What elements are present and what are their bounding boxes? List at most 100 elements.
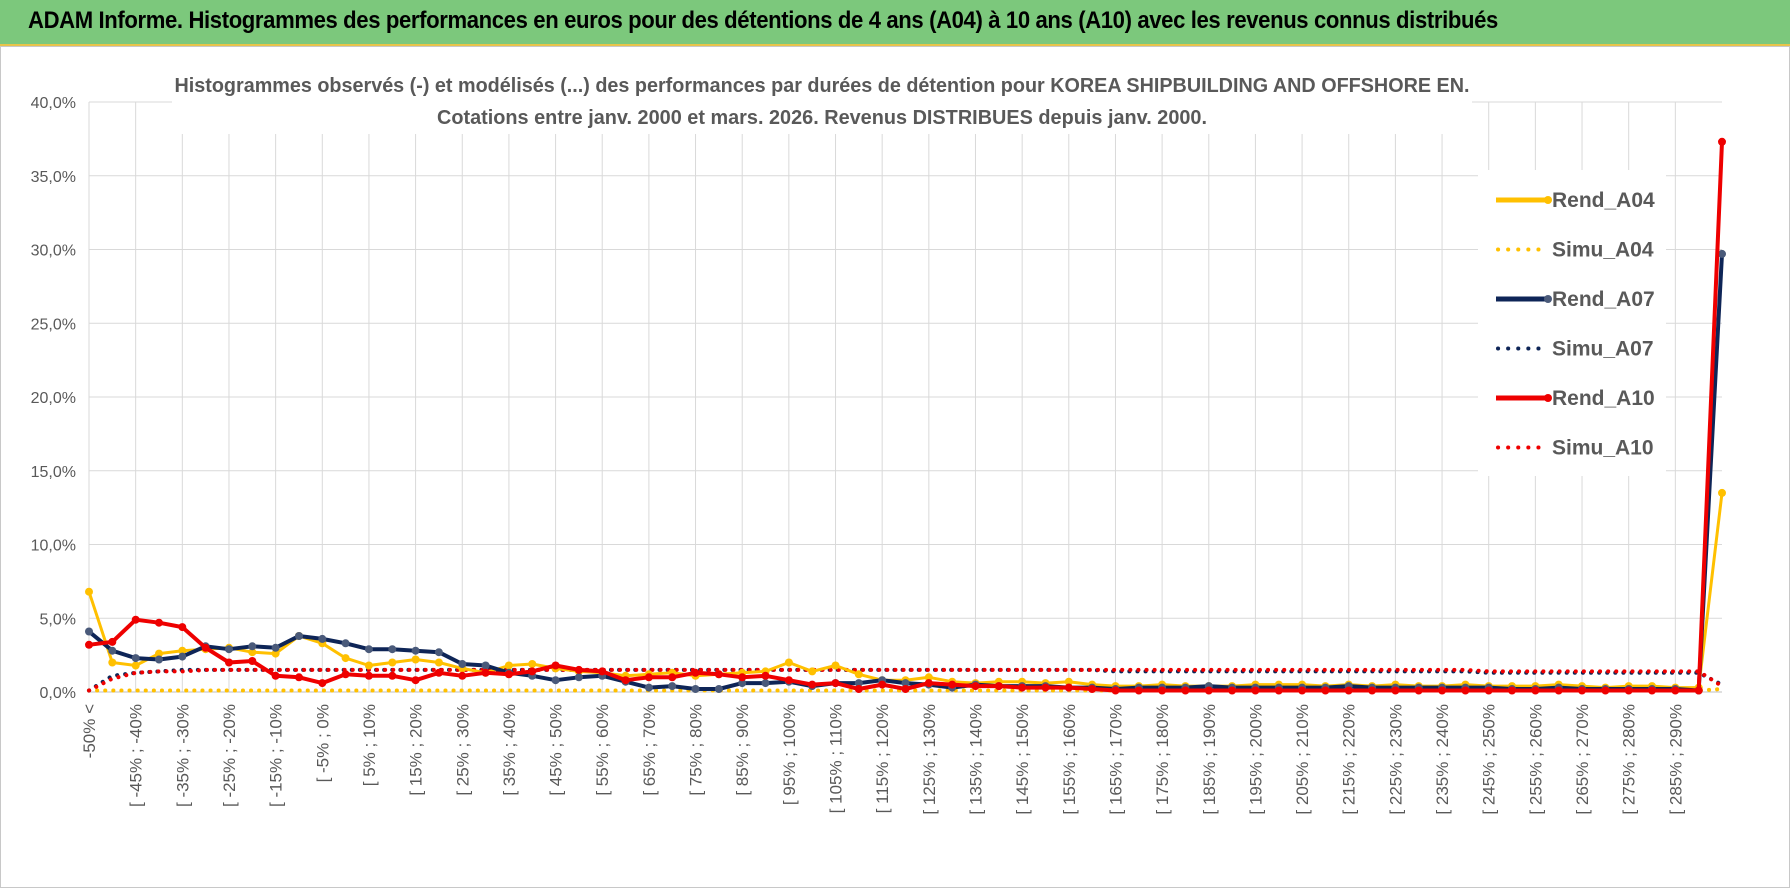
data-point-rend-a04	[784, 658, 793, 667]
data-point-rend-a10	[1321, 686, 1330, 695]
data-point-rend-a07	[108, 646, 117, 655]
x-tick-label: [ 245% ; 250%	[1480, 704, 1499, 815]
data-point-rend-a10	[854, 685, 863, 693]
data-point-rend-a10	[1578, 686, 1586, 695]
y-tick-label: 35,0%	[31, 169, 76, 186]
data-point-rend-a10	[948, 680, 957, 689]
data-point-rend-a07	[411, 646, 420, 655]
x-tick-label: [ -45% ; -40%	[127, 704, 146, 807]
legend-background	[1478, 170, 1666, 476]
x-tick-label: [ 155% ; 160%	[1060, 704, 1079, 815]
data-point-rend-a10	[225, 658, 233, 667]
legend-label-rend-a04: Rend_A04	[1552, 189, 1655, 212]
data-point-rend-a10	[1508, 686, 1516, 695]
x-tick-label: [ 205% ; 210%	[1293, 704, 1312, 815]
legend-label-simu-a04: Simu_A04	[1552, 239, 1654, 262]
x-tick-label: [ 225% ; 230%	[1386, 704, 1405, 815]
x-tick-label: [ 235% ; 240%	[1433, 704, 1452, 815]
data-point-rend-a04	[854, 670, 863, 679]
x-tick-label: [ 105% ; 110%	[827, 704, 846, 813]
data-point-rend-a10	[1228, 686, 1237, 695]
data-point-rend-a10	[1018, 683, 1027, 692]
y-tick-label: 5,0%	[40, 611, 76, 628]
data-point-rend-a10	[691, 668, 700, 677]
data-point-rend-a10	[341, 670, 350, 679]
series-line-simu-a10	[87, 667, 1724, 693]
x-tick-label: [ 25% ; 30%	[453, 704, 472, 796]
data-point-rend-a07	[225, 645, 233, 654]
data-point-rend-a10	[1718, 137, 1726, 146]
data-point-rend-a07	[1718, 249, 1726, 258]
x-tick-label: [ 85% ; 90%	[733, 704, 752, 796]
chart-subtitle-line-2: Cotations entre janv. 2000 et mars. 2026…	[437, 107, 1207, 129]
legend-label-simu-a10: Simu_A10	[1552, 437, 1654, 460]
data-point-rend-a10	[1624, 686, 1633, 695]
x-axis-ticks: -50% < [ -45% ; -40% [ -35% ; -30% [ -25% ;…	[80, 704, 1685, 815]
data-point-rend-a10	[155, 618, 163, 627]
report-banner: ADAM Informe. Histogrammes des performan…	[0, 0, 1790, 46]
data-point-rend-a10	[924, 679, 933, 688]
x-tick-label: [ 255% ; 260%	[1526, 704, 1545, 815]
data-point-rend-a10	[761, 671, 770, 680]
data-point-rend-a07	[481, 661, 490, 670]
data-point-rend-a10	[295, 673, 303, 682]
x-tick-label: [ 215% ; 220%	[1340, 704, 1359, 815]
data-point-rend-a10	[714, 670, 723, 679]
x-tick-label: [ 115% ; 120%	[873, 704, 892, 813]
data-point-rend-a04	[1718, 488, 1726, 497]
data-point-rend-a10	[388, 671, 397, 680]
x-tick-label: [ 265% ; 270%	[1573, 704, 1592, 815]
x-tick-label: [ 75% ; 80%	[687, 704, 706, 796]
data-point-rend-a07	[295, 632, 303, 640]
x-tick-label: [ 165% ; 170%	[1106, 704, 1125, 815]
data-point-rend-a07	[668, 682, 677, 691]
data-point-rend-a10	[248, 657, 257, 665]
data-point-rend-a10	[994, 682, 1003, 691]
data-point-rend-a10	[504, 670, 513, 679]
data-point-rend-a10	[1694, 686, 1703, 695]
data-point-rend-a10	[271, 671, 280, 680]
data-point-rend-a10	[1438, 686, 1447, 695]
data-point-rend-a07	[85, 627, 93, 636]
legend-marker-rend-a10	[1544, 394, 1552, 402]
data-point-rend-a10	[1041, 683, 1050, 692]
data-point-rend-a10	[831, 679, 840, 688]
y-tick-label: 25,0%	[31, 316, 76, 333]
data-point-rend-a04	[155, 649, 163, 658]
x-tick-label: [ -35% ; -30%	[173, 704, 192, 807]
data-point-rend-a07	[714, 685, 723, 693]
x-tick-label: [ 135% ; 140%	[966, 704, 985, 815]
data-point-rend-a10	[1368, 686, 1377, 695]
x-tick-label: [ 65% ; 70%	[640, 704, 659, 796]
x-tick-label: [ 275% ; 280%	[1620, 704, 1639, 815]
series-line-rend-a10	[88, 141, 1724, 693]
data-point-rend-a10	[1531, 686, 1540, 695]
data-point-rend-a04	[271, 649, 280, 658]
x-tick-label: [ 125% ; 130%	[920, 704, 939, 815]
data-point-rend-a10	[1298, 686, 1307, 695]
data-point-rend-a07	[318, 634, 327, 643]
legend-marker-rend-a04	[1544, 196, 1552, 204]
data-point-rend-a10	[1088, 685, 1097, 693]
x-tick-label: [ 35% ; 40%	[500, 704, 519, 796]
data-point-rend-a10	[1111, 686, 1120, 695]
data-point-rend-a07	[738, 679, 747, 688]
data-point-rend-a10	[108, 637, 117, 646]
data-point-rend-a07	[458, 660, 467, 668]
data-point-rend-a04	[178, 646, 187, 655]
data-point-rend-a10	[901, 685, 910, 693]
data-point-rend-a10	[784, 676, 793, 685]
data-point-rend-a10	[1064, 683, 1073, 692]
data-point-rend-a10	[1251, 686, 1260, 695]
y-tick-label: 40,0%	[31, 95, 76, 112]
data-point-rend-a10	[808, 680, 817, 689]
legend-label-rend-a07: Rend_A07	[1552, 288, 1655, 311]
data-point-rend-a10	[1484, 686, 1493, 695]
data-point-rend-a04	[388, 658, 397, 667]
data-point-rend-a04	[341, 654, 350, 663]
grid-lines	[88, 101, 1722, 693]
data-point-rend-a10	[1671, 686, 1680, 695]
series-line-rend-a07	[87, 253, 1724, 693]
data-point-rend-a10	[1391, 686, 1400, 695]
